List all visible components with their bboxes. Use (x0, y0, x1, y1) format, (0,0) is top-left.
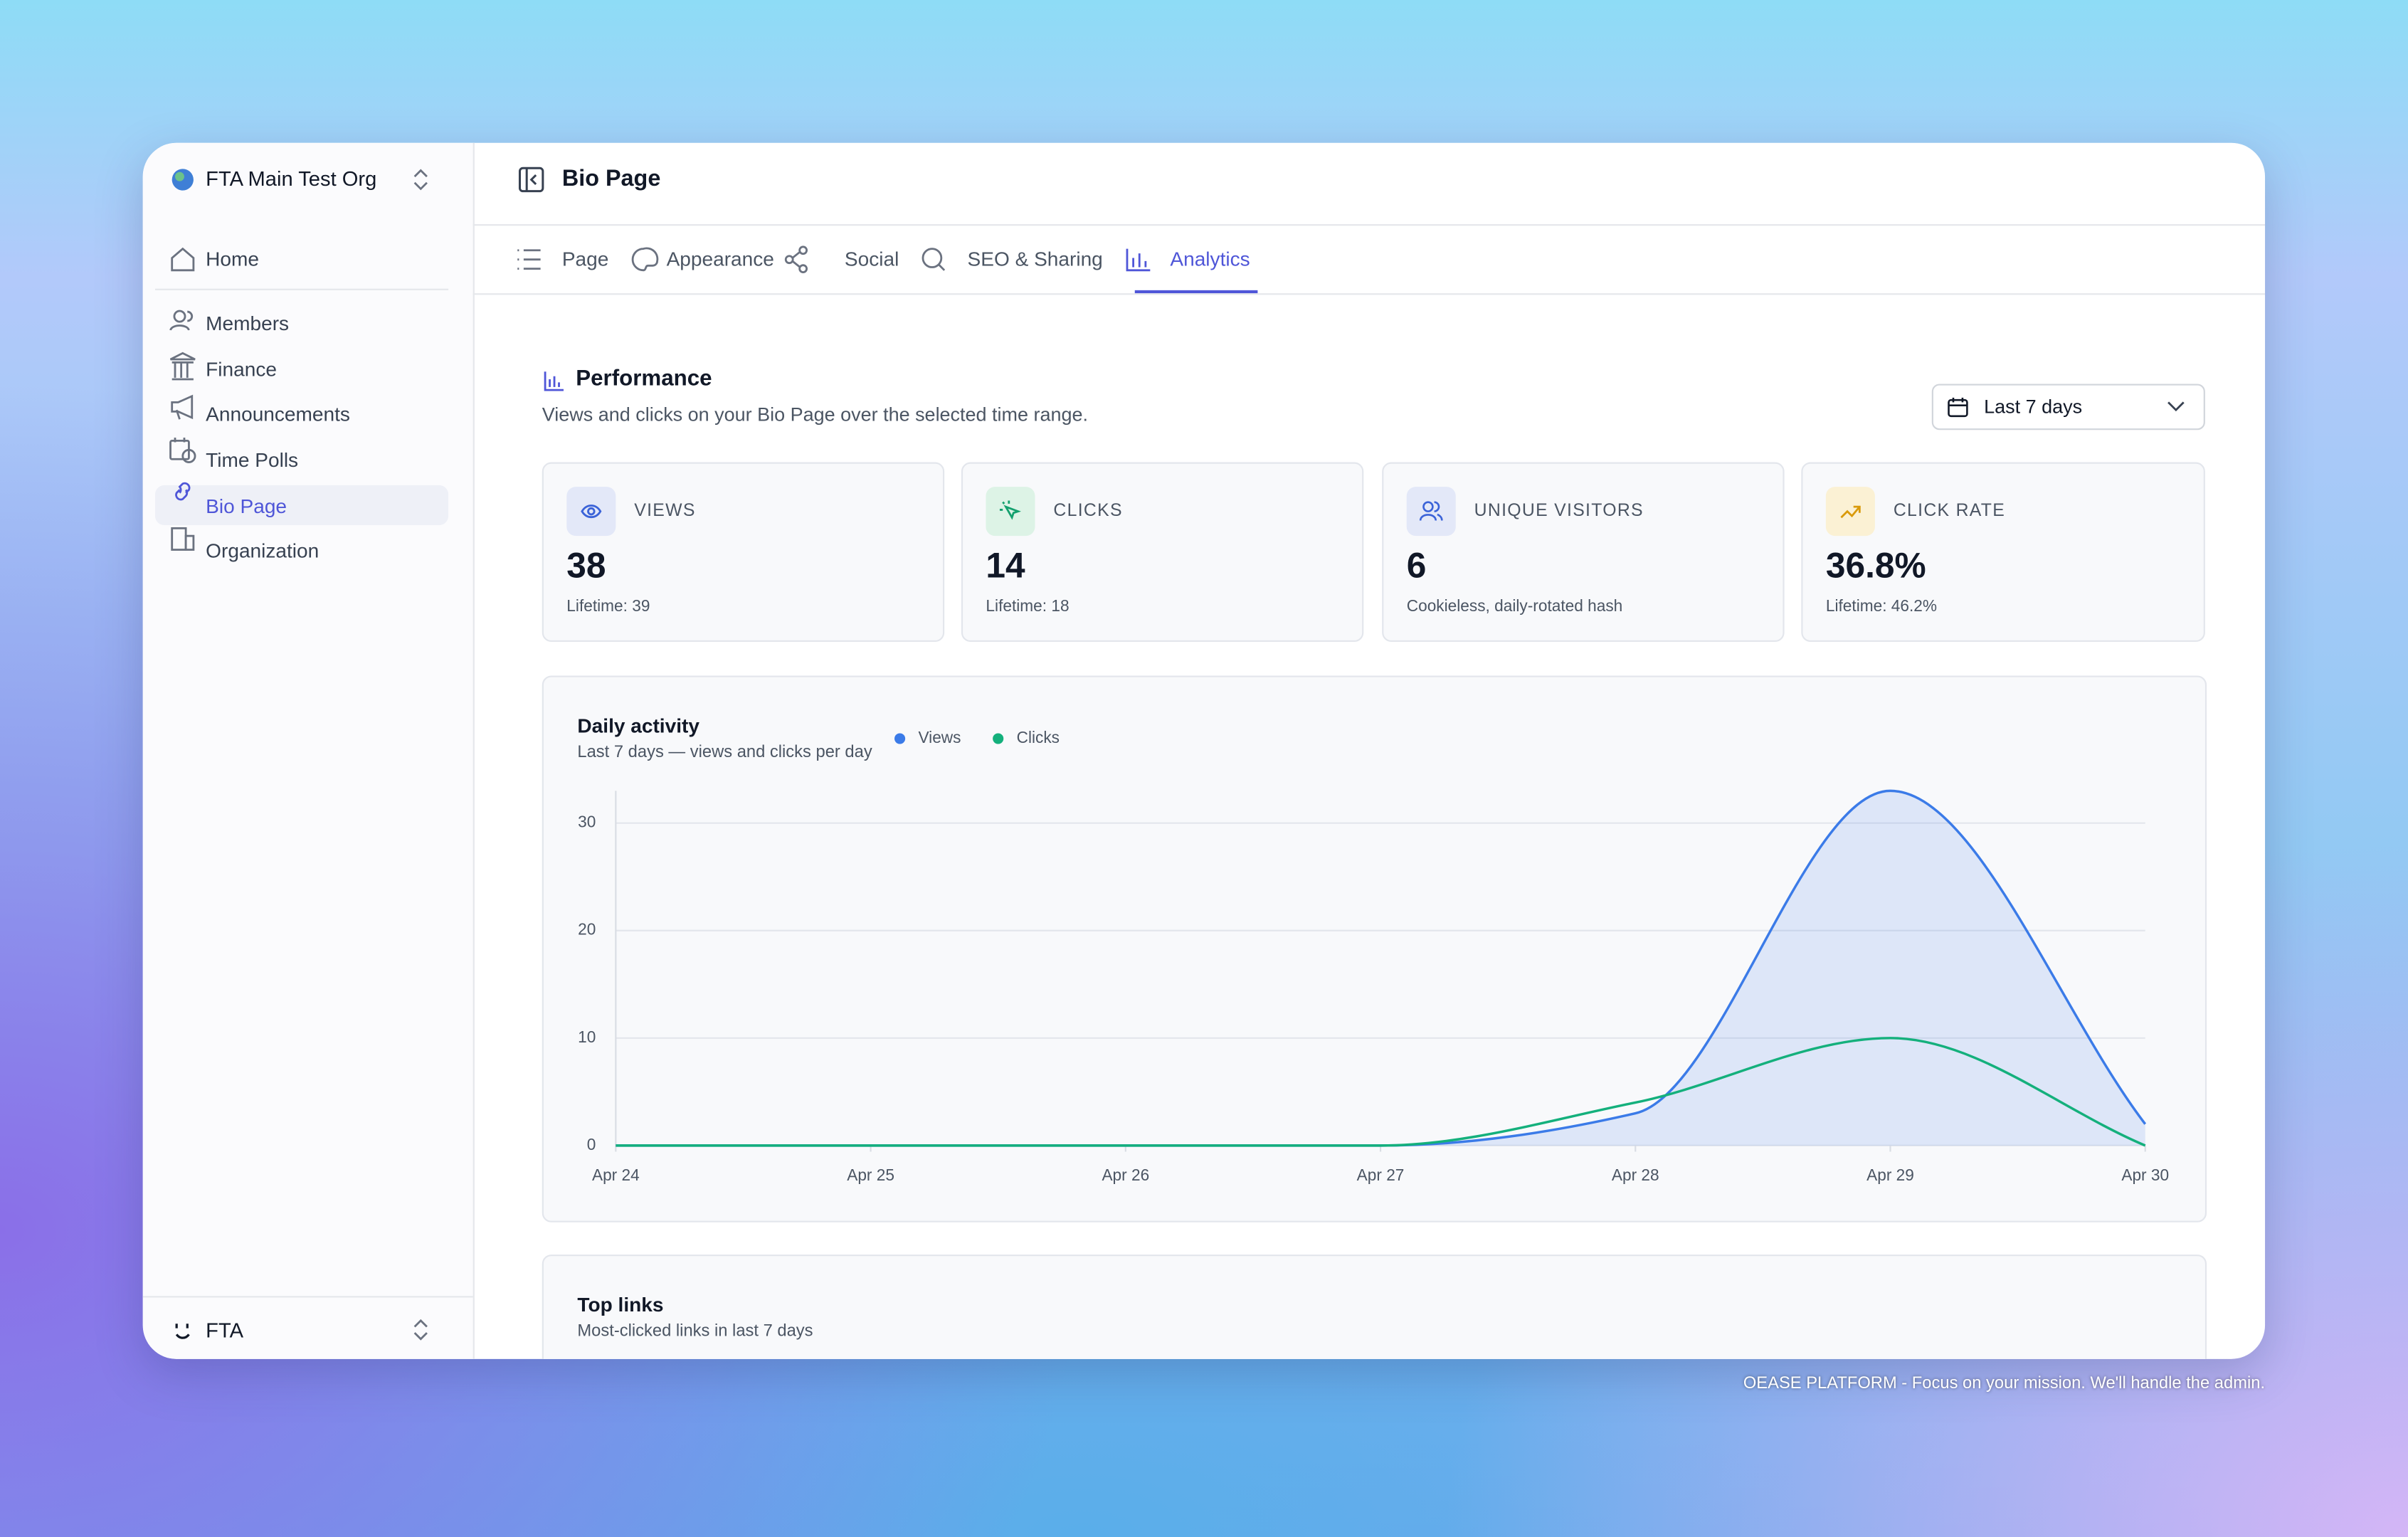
y-tick-label: 30 (578, 813, 596, 831)
card-subtitle: Most-clicked links in last 7 days (577, 1322, 813, 1341)
nav-item[interactable]: Home (206, 247, 260, 270)
stat-value: 6 (1406, 545, 1427, 586)
line (616, 1037, 2146, 1147)
user-icon (175, 1324, 190, 1339)
app-window: FTA Main Test Org Home Members Finance A… (142, 142, 2266, 1359)
x-tick-label: Apr 29 (1866, 1166, 1914, 1184)
divider (154, 288, 449, 290)
active-tab-indicator (1134, 290, 1258, 294)
legend-label: Clicks (1017, 728, 1060, 746)
footer-tagline: OEASE PLATFORM - Focus on your mission. … (1743, 1374, 2266, 1393)
tab-icons (517, 245, 1151, 274)
switch-icon[interactable] (411, 167, 430, 192)
stat-label: UNIQUE VISITORS (1474, 502, 1644, 521)
chart-subtitle: Last 7 days — views and clicks per day (577, 743, 872, 762)
stat-label: VIEWS (634, 502, 696, 521)
stat-card: CLICKS 14 Lifetime: 18 (961, 462, 1364, 643)
chart-title: Daily activity (577, 714, 699, 737)
x-tick-label: Apr 30 (2121, 1166, 2169, 1184)
divider (142, 1296, 473, 1298)
switch-icon[interactable] (411, 1318, 430, 1343)
x-tick-label: Apr 27 (1357, 1166, 1405, 1184)
icon-badge (986, 487, 1035, 537)
divider (472, 293, 2266, 295)
sidebar: FTA Main Test Org Home Members Finance A… (142, 142, 475, 1359)
org-logo (171, 169, 194, 191)
nav-icons (169, 247, 196, 551)
x-tick-label: Apr 28 (1612, 1166, 1659, 1184)
nav-item[interactable]: Time Polls (206, 448, 299, 472)
chevron (2167, 401, 2185, 412)
y-tick-label: 10 (578, 1028, 596, 1046)
section-title: Performance (576, 366, 712, 392)
range-label: Last 7 days (1984, 396, 2083, 418)
nav-item[interactable]: Members (206, 312, 290, 335)
stat-card: CLICK RATE 36.8% Lifetime: 46.2% (1801, 462, 2205, 643)
stat-label: CLICKS (1053, 502, 1123, 521)
icon-badge (1825, 487, 1875, 537)
range-select[interactable]: Last 7 days (1931, 384, 2205, 431)
tab[interactable]: Social (844, 247, 899, 270)
legend-label: Views (918, 728, 961, 746)
user-name[interactable]: FTA (206, 1319, 244, 1343)
tab[interactable]: Analytics (1170, 247, 1250, 270)
nav-item[interactable]: Finance (206, 357, 277, 381)
stat-card: VIEWS 38 Lifetime: 39 (542, 462, 945, 643)
org-name[interactable]: FTA Main Test Org (206, 167, 377, 191)
stat-card: UNIQUE VISITORS 6 Cookieless, daily-rota… (1382, 462, 1785, 643)
section-subtitle: Views and clicks on your Bio Page over t… (542, 403, 1089, 426)
chart-card: Daily activity Last 7 days — views and c… (542, 675, 2207, 1222)
divider (472, 224, 2266, 226)
nav-item[interactable]: Announcements (206, 402, 350, 426)
stat-note: Lifetime: 39 (566, 597, 650, 616)
stat-value: 36.8% (1825, 545, 1926, 586)
page-title: Bio Page (561, 166, 661, 192)
y-tick-label: 20 (578, 920, 596, 939)
x-tick-label: Apr 25 (847, 1166, 894, 1184)
stat-note: Lifetime: 18 (986, 597, 1070, 616)
stat-label: CLICK RATE (1893, 502, 2006, 521)
stat-value: 38 (566, 545, 606, 586)
icon-badge (566, 487, 616, 537)
calendar-icon (1948, 397, 1968, 418)
stat-note: Cookieless, daily-rotated hash (1406, 597, 1623, 616)
tab[interactable]: Page (561, 247, 609, 270)
nav-item[interactable]: Bio Page (206, 494, 287, 518)
legend-swatch (993, 733, 1004, 744)
stat-note: Lifetime: 46.2% (1825, 597, 1938, 616)
icon-badge (1406, 487, 1456, 537)
x-tick-label: Apr 26 (1102, 1166, 1149, 1184)
active-highlight (154, 485, 449, 526)
x-tick-label: Apr 24 (592, 1166, 640, 1184)
section-icon (544, 371, 564, 391)
tab[interactable]: Appearance (666, 247, 774, 270)
tab[interactable]: SEO & Sharing (967, 247, 1103, 270)
card-title: Top links (577, 1293, 664, 1316)
legend-swatch (894, 733, 906, 744)
nav-item[interactable]: Organization (206, 539, 320, 562)
area (616, 791, 2145, 1146)
stat-value: 14 (986, 545, 1025, 586)
sidebar-toggle[interactable] (517, 166, 545, 194)
top-links-card: Top links Most-clicked links in last 7 d… (542, 1255, 2207, 1359)
y-tick-label: 0 (587, 1135, 596, 1153)
